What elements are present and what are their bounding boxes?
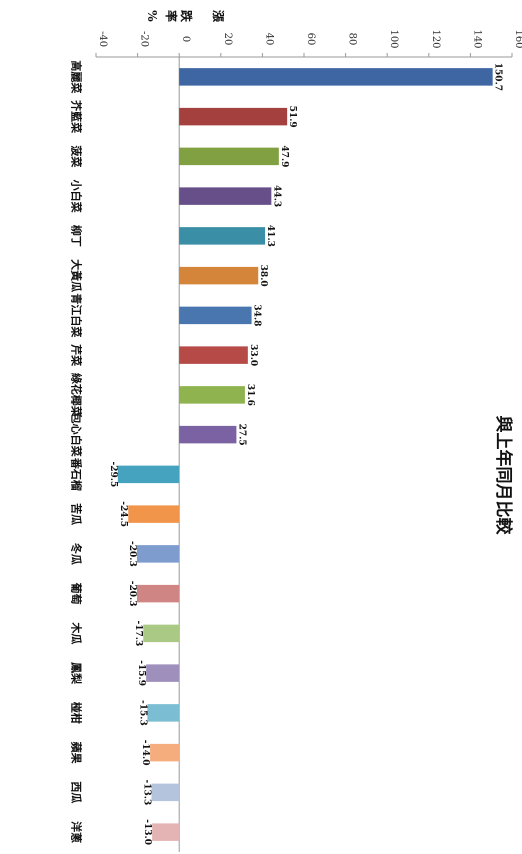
value-axis-title-char: 漲 xyxy=(211,10,226,23)
value-axis-tick-label: -20 xyxy=(139,31,150,47)
bar xyxy=(151,783,180,802)
value-axis-tick-label: 40 xyxy=(263,33,274,46)
bar xyxy=(147,704,180,722)
value-axis-tick-label: 140 xyxy=(471,29,482,48)
bar-value-label: -24.5 xyxy=(118,501,128,527)
value-axis-tick-label: -40 xyxy=(97,31,108,47)
value-axis-tick-label: 60 xyxy=(305,33,316,46)
bar-value-label: -13.3 xyxy=(142,780,152,806)
category-label: 鳳梨 xyxy=(70,662,84,685)
bar-value-label: 33.0 xyxy=(248,344,258,366)
bar-value-label: -15.9 xyxy=(136,660,146,686)
category-label: 椪柑 xyxy=(70,702,84,724)
value-axis-title-char: 跌 xyxy=(179,10,194,23)
category-label: 柳丁 xyxy=(70,225,84,247)
bar-value-label: 27.5 xyxy=(236,424,246,446)
bar-value-label: -17.3 xyxy=(133,621,143,647)
bar-value-label: 44.3 xyxy=(271,185,281,207)
category-label: 芹菜 xyxy=(70,344,84,367)
value-axis-title-char: 率 xyxy=(164,10,179,22)
value-axis-tick-label: 0 xyxy=(180,36,191,42)
bar xyxy=(179,147,279,166)
value-axis-tick-label: 100 xyxy=(388,29,399,48)
category-label: 洋蔥 xyxy=(70,821,84,843)
category-label: 大黃瓜 xyxy=(70,259,84,292)
bar-value-label: 41.3 xyxy=(265,225,275,247)
bar-value-label: -20.3 xyxy=(127,581,137,607)
category-label: 包心白菜 xyxy=(70,412,84,458)
category-label: 木瓜 xyxy=(70,621,84,644)
category-label: 芥藍菜 xyxy=(70,100,84,134)
category-label: 菠菜 xyxy=(70,145,84,168)
bar-value-label: 34.8 xyxy=(252,304,262,326)
bar xyxy=(179,425,237,444)
bar-value-label: -13.0 xyxy=(142,819,152,845)
value-axis-tick-label: 160 xyxy=(513,29,522,48)
category-label: 葡萄 xyxy=(70,582,84,605)
bar xyxy=(179,227,266,245)
value-axis-tick-label: 20 xyxy=(222,33,233,46)
bar xyxy=(152,823,180,841)
bar xyxy=(179,346,248,364)
bar xyxy=(179,386,245,404)
bar-value-label: 150.7 xyxy=(493,63,503,91)
category-label: 高麗菜 xyxy=(70,60,84,94)
bar xyxy=(179,68,493,86)
bar xyxy=(143,624,180,643)
category-label: 番石榴 xyxy=(70,457,84,491)
bar xyxy=(179,306,252,325)
bar-value-label: -20.3 xyxy=(127,541,137,567)
value-axis-title-char: % xyxy=(145,10,159,22)
bar xyxy=(150,743,180,762)
category-label: 綠花椰菜 xyxy=(70,373,84,418)
bar-value-label: 38.0 xyxy=(258,265,268,287)
bar xyxy=(179,187,272,205)
bar xyxy=(117,465,180,484)
bar xyxy=(179,266,259,285)
bar xyxy=(146,664,180,682)
bar-value-label: -29.5 xyxy=(108,462,118,488)
bar xyxy=(179,107,288,126)
chart-title: 與上年同月比較 xyxy=(493,416,514,536)
category-label: 冬瓜 xyxy=(70,543,84,565)
bar-value-label: -14.0 xyxy=(140,740,150,766)
bar-value-label: 47.9 xyxy=(279,145,289,167)
bar xyxy=(136,545,180,563)
value-axis-tick-label: 120 xyxy=(430,29,441,48)
bar-value-label: 51.9 xyxy=(287,106,297,128)
category-label: 青江白菜 xyxy=(70,293,84,338)
category-label: 蘋果 xyxy=(70,742,84,764)
bar xyxy=(136,584,180,603)
category-label: 小白菜 xyxy=(70,179,84,214)
bar-value-label: -15.3 xyxy=(137,700,147,726)
bar xyxy=(128,505,180,523)
category-label: 苦瓜 xyxy=(70,503,84,525)
category-label: 西瓜 xyxy=(70,781,83,803)
value-axis-tick-label: 80 xyxy=(347,33,358,46)
bar-value-label: 31.6 xyxy=(245,384,255,406)
